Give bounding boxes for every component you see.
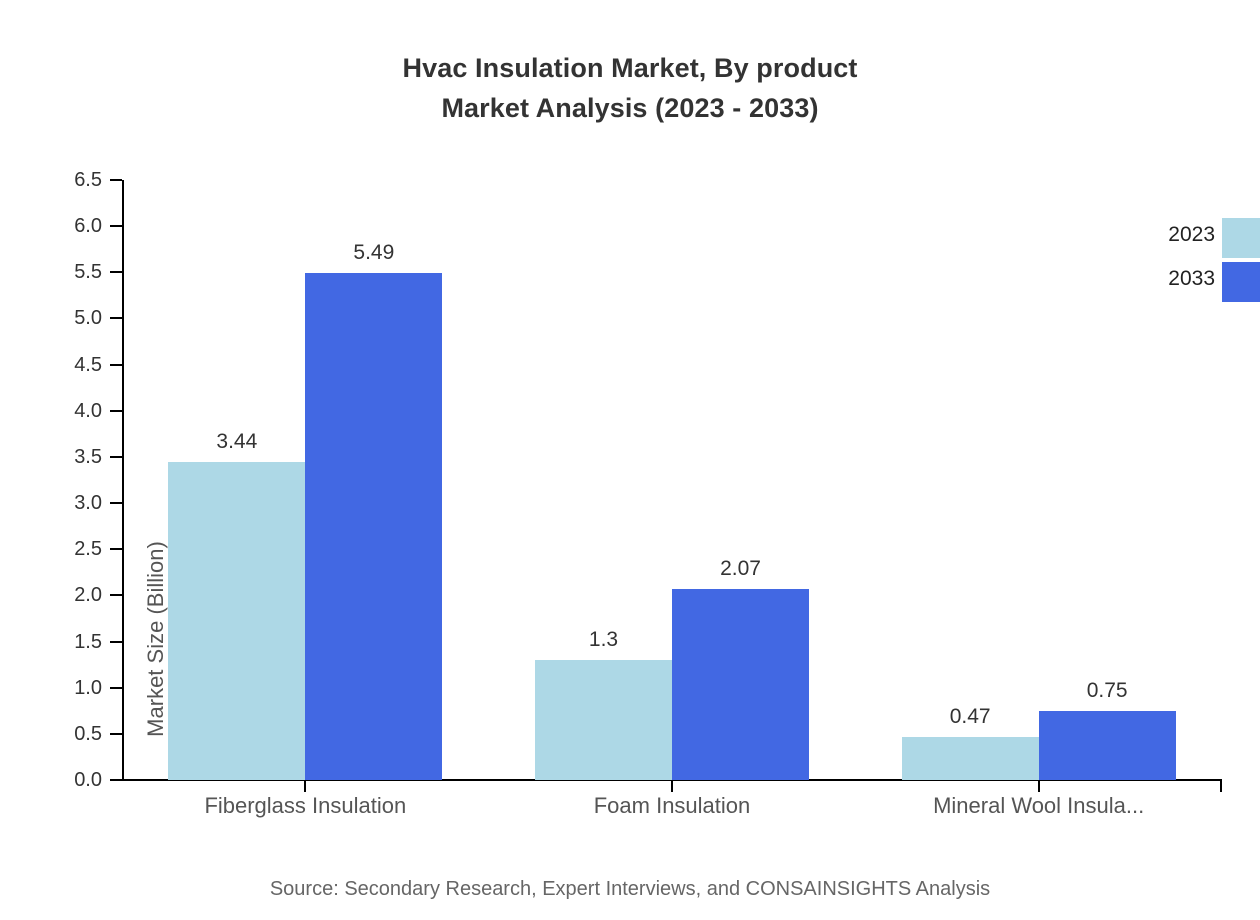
legend-label: 2023 <box>1168 223 1215 246</box>
x-tick-mark <box>671 781 673 792</box>
y-tick-label: 1.5 <box>74 630 102 653</box>
legend-item-2023[interactable]: 2023 <box>1120 215 1260 258</box>
bar-value-label: 5.49 <box>353 241 395 265</box>
y-tick-mark <box>110 363 122 366</box>
y-tick-label: 1.0 <box>74 676 102 699</box>
legend-color-swatch <box>1222 218 1260 258</box>
y-tick-label: 6.0 <box>74 215 102 238</box>
x-axis-category-label: Fiberglass Insulation <box>204 793 407 818</box>
plot-area: 3.44 5.49 1.3 2.07 0.47 0.75 Market Size (Bil… <box>122 180 1222 780</box>
bar-2033-2[interactable] <box>672 588 809 780</box>
y-axis-title: Market Size (Billion) <box>143 541 168 737</box>
y-tick-mark <box>110 502 122 505</box>
bar-2023-3[interactable] <box>901 736 1039 780</box>
y-tick-mark <box>110 594 122 597</box>
y-tick-mark <box>110 686 122 689</box>
x-axis-spine <box>122 779 1222 781</box>
y-tick-label: 3.0 <box>74 492 102 515</box>
y-axis-spine <box>122 180 124 781</box>
x-tick-mark <box>1037 781 1040 792</box>
y-tick-label: 0.5 <box>74 722 102 745</box>
chart-title-line-2: Market Analysis (2023 - 2033) <box>441 93 819 123</box>
y-tick-mark <box>110 640 122 643</box>
y-tick-label: 5.5 <box>74 261 102 284</box>
y-tick-label: 2.5 <box>74 538 102 561</box>
y-tick-mark <box>110 548 122 551</box>
y-tick-label: 6.5 <box>74 169 102 191</box>
y-tick-label: 4.0 <box>74 399 102 422</box>
bar-value-label: 0.75 <box>1086 678 1128 702</box>
bar-2023-2[interactable] <box>535 660 672 780</box>
x-tick-mark <box>304 781 307 792</box>
legend-item-2033[interactable]: 2033 <box>1120 259 1260 302</box>
y-tick-label: 0.0 <box>74 769 102 791</box>
bar-2033-1[interactable] <box>305 273 443 780</box>
chart-legend: 2023 2033 <box>1120 215 1260 315</box>
y-tick-label: 3.5 <box>74 445 102 468</box>
bar-value-label: 1.3 <box>588 628 619 651</box>
bar-value-label: 3.44 <box>216 430 258 454</box>
y-tick-mark <box>110 225 122 228</box>
chart-title: Hvac Insulation Market, By product Marke… <box>0 48 1260 128</box>
y-tick-mark <box>110 317 122 320</box>
y-tick-mark <box>110 271 122 274</box>
x-axis-category-label: Mineral Wool Insula... <box>933 793 1145 818</box>
legend-color-swatch <box>1222 262 1260 302</box>
y-tick-mark <box>110 179 122 181</box>
y-tick-mark <box>110 455 122 458</box>
legend-label: 2033 <box>1168 267 1215 290</box>
y-tick-mark <box>110 779 122 781</box>
bar-2033-3[interactable] <box>1038 710 1176 780</box>
bar-value-label: 0.47 <box>949 704 991 728</box>
source-note: Source: Secondary Research, Expert Inter… <box>269 878 991 900</box>
y-tick-mark <box>110 409 122 412</box>
y-tick-label: 2.0 <box>74 584 102 607</box>
x-axis-category-label: Foam Insulation <box>593 793 751 818</box>
chart-title-line-1: Hvac Insulation Market, By product <box>402 53 858 83</box>
y-tick-label: 4.5 <box>74 353 102 376</box>
bar-value-label: 2.07 <box>720 556 761 580</box>
y-tick-label: 5.0 <box>74 307 102 330</box>
x-axis-end-tick <box>1220 781 1222 792</box>
bar-2023-1[interactable] <box>168 462 306 780</box>
y-tick-mark <box>110 732 122 735</box>
